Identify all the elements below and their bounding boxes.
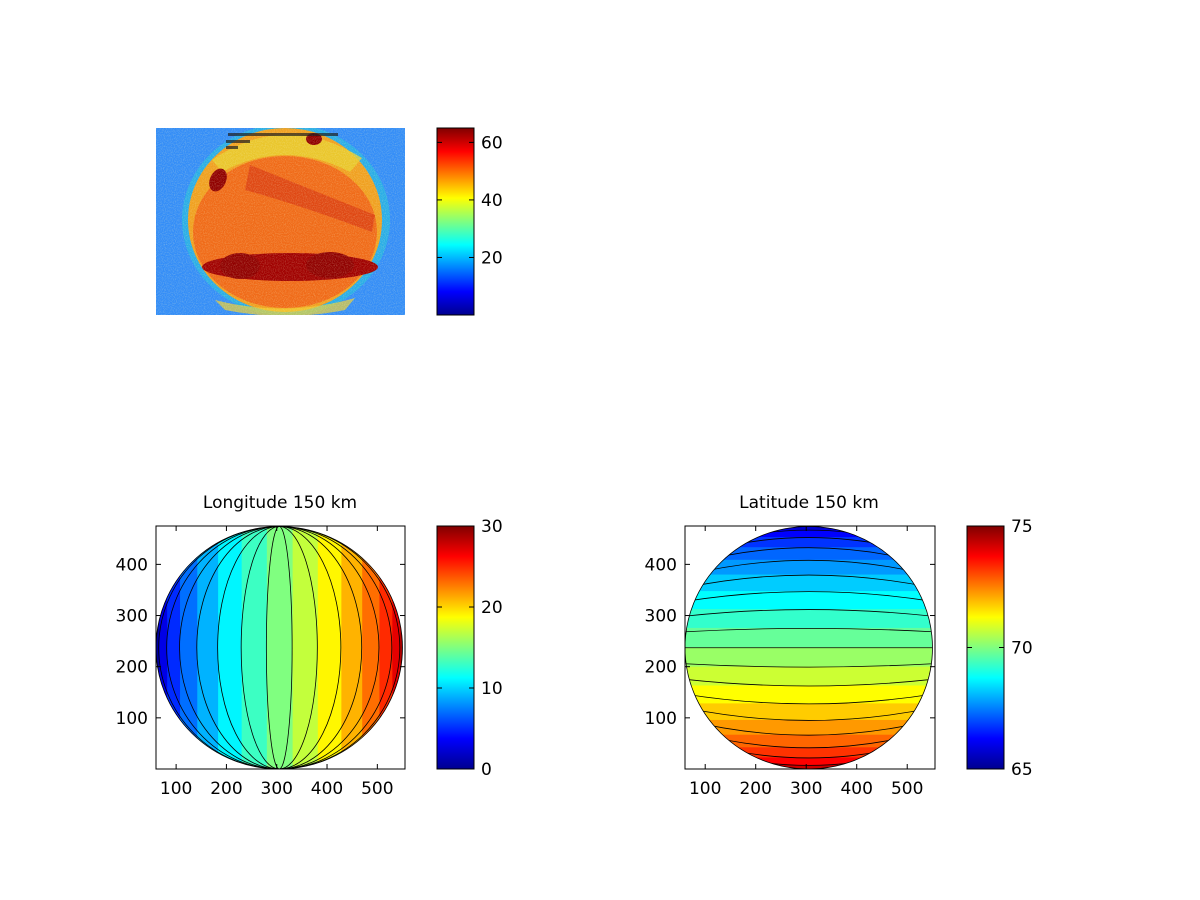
latitude-band <box>685 529 933 539</box>
latitude-band <box>685 769 935 772</box>
longitude-band <box>391 526 401 769</box>
latitude-ytick-label: 400 <box>645 555 677 575</box>
longitude-band <box>340 526 363 769</box>
latitude-contour <box>685 574 933 589</box>
latitude-band <box>685 537 933 549</box>
latitude-band <box>685 747 933 759</box>
longitude-band <box>265 526 293 769</box>
longitude-title: Longitude 150 km <box>203 493 357 513</box>
longitude-band <box>196 526 219 769</box>
colorbar-longitude-tick-label: 20 <box>481 598 503 618</box>
longitude-contour <box>179 526 380 769</box>
latitude-contour <box>685 663 933 668</box>
latitude-band <box>685 574 933 593</box>
latitude-band <box>685 526 933 531</box>
latitude-disk-edge <box>685 526 933 769</box>
longitude-xtick-label: 100 <box>160 779 192 799</box>
image-panel: 20 40 60 <box>156 127 503 316</box>
longitude-contour <box>166 526 393 769</box>
colorbar-longitude <box>436 525 475 770</box>
latitude-band <box>685 627 933 649</box>
latitude-ytick-label: 300 <box>645 607 677 627</box>
colorbar-longitude-tick-label: 0 <box>481 760 492 780</box>
longitude-band <box>158 526 168 769</box>
longitude-contour <box>196 526 363 769</box>
image-header-text <box>226 133 338 149</box>
longitude-xtick-label: 300 <box>261 779 293 799</box>
longitude-band <box>399 526 403 769</box>
longitude-contour <box>240 526 318 769</box>
colorbar-image-tick-label: 20 <box>481 248 503 268</box>
latitude-contour <box>685 628 933 633</box>
latitude-contour <box>685 678 933 687</box>
latitude-band <box>685 703 933 721</box>
latitude-xtick-label: 300 <box>790 779 822 799</box>
longitude-band <box>156 526 160 769</box>
colorbar-image-tick-label: 60 <box>481 133 503 153</box>
longitude-band <box>217 526 242 769</box>
latitude-band <box>685 647 933 668</box>
longitude-panel: Longitude 150 km 100 200 300 400 500 1002003… <box>116 493 503 799</box>
latitude-xtick-label: 100 <box>689 779 721 799</box>
colorbar-longitude-tick-label: 10 <box>481 679 503 699</box>
colorbar-latitude-tick-label: 70 <box>1011 639 1033 659</box>
latitude-band <box>685 764 933 769</box>
colorbar-image <box>436 127 475 316</box>
latitude-contour <box>685 706 933 721</box>
latitude-title: Latitude 150 km <box>739 493 879 513</box>
longitude-band <box>291 526 318 769</box>
latitude-xtick-label: 500 <box>891 779 923 799</box>
longitude-disk-edge <box>156 526 403 769</box>
latitude-ytick-label: 200 <box>645 658 677 678</box>
longitude-axes <box>155 525 406 770</box>
latitude-contour <box>685 693 933 705</box>
latitude-ytick-label: 100 <box>645 709 677 729</box>
colorbar-latitude-tick-label: 65 <box>1011 760 1033 780</box>
longitude-xtick-label: 200 <box>210 779 242 799</box>
longitude-band <box>240 526 267 769</box>
latitude-xtick-label: 200 <box>739 779 771 799</box>
latitude-contour <box>685 591 933 603</box>
colorbar-latitude <box>966 525 1005 770</box>
latitude-band <box>685 591 933 611</box>
longitude-ytick-label: 400 <box>116 555 148 575</box>
latitude-band <box>685 547 933 561</box>
latitude-axes <box>684 525 936 770</box>
colorbar-longitude-tick-label: 30 <box>481 517 503 537</box>
latitude-xtick-label: 400 <box>840 779 872 799</box>
latitude-band <box>685 685 933 705</box>
latitude-band <box>685 734 933 749</box>
longitude-ytick-label: 300 <box>116 607 148 627</box>
latitude-band <box>685 757 933 766</box>
longitude-band <box>316 526 342 769</box>
longitude-contour <box>265 526 293 769</box>
longitude-ytick-label: 200 <box>116 658 148 678</box>
latitude-band <box>685 609 933 629</box>
longitude-contour <box>158 526 401 769</box>
longitude-ytick-label: 100 <box>116 709 148 729</box>
colorbar-image-tick-label: 40 <box>481 191 503 211</box>
latitude-panel: Latitude 150 km 100 200 300 400 500 100 200 30… <box>645 493 1033 799</box>
longitude-xtick-label: 500 <box>361 779 393 799</box>
longitude-contour <box>217 526 342 769</box>
longitude-xtick-label: 400 <box>311 779 343 799</box>
latitude-contour <box>685 609 933 617</box>
colorbar-latitude-tick-label: 75 <box>1011 517 1033 537</box>
latitude-band <box>685 666 933 687</box>
